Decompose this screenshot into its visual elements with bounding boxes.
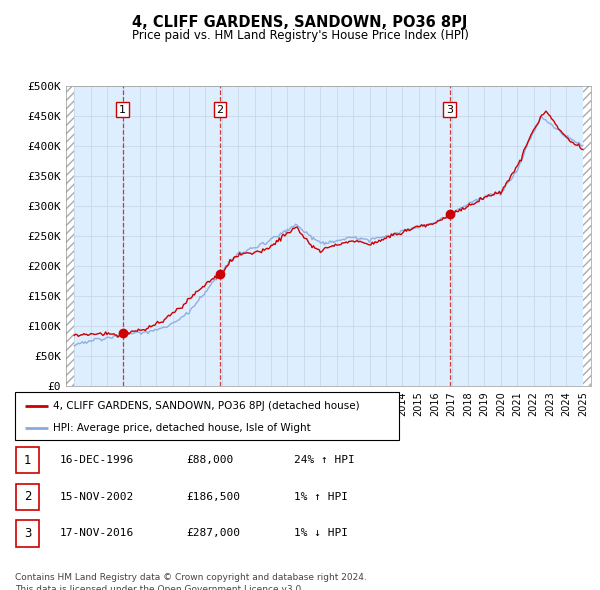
Bar — [66, 86, 74, 386]
Text: 2: 2 — [24, 490, 31, 503]
Text: 4, CLIFF GARDENS, SANDOWN, PO36 8PJ: 4, CLIFF GARDENS, SANDOWN, PO36 8PJ — [133, 15, 467, 30]
Text: £88,000: £88,000 — [186, 455, 233, 465]
FancyBboxPatch shape — [16, 447, 39, 473]
Bar — [583, 86, 591, 386]
Text: 3: 3 — [24, 527, 31, 540]
Text: Price paid vs. HM Land Registry's House Price Index (HPI): Price paid vs. HM Land Registry's House … — [131, 30, 469, 42]
Text: 3: 3 — [446, 104, 453, 114]
Text: 1% ↓ HPI: 1% ↓ HPI — [294, 529, 348, 538]
Text: £186,500: £186,500 — [186, 492, 240, 502]
Text: Contains HM Land Registry data © Crown copyright and database right 2024.
This d: Contains HM Land Registry data © Crown c… — [15, 573, 367, 590]
Text: 16-DEC-1996: 16-DEC-1996 — [60, 455, 134, 465]
FancyBboxPatch shape — [16, 520, 39, 546]
Text: 1: 1 — [24, 454, 31, 467]
Text: HPI: Average price, detached house, Isle of Wight: HPI: Average price, detached house, Isle… — [53, 423, 311, 432]
Text: 24% ↑ HPI: 24% ↑ HPI — [294, 455, 355, 465]
Text: 4, CLIFF GARDENS, SANDOWN, PO36 8PJ (detached house): 4, CLIFF GARDENS, SANDOWN, PO36 8PJ (det… — [53, 401, 360, 411]
Text: 15-NOV-2002: 15-NOV-2002 — [60, 492, 134, 502]
FancyBboxPatch shape — [16, 484, 39, 510]
Text: £287,000: £287,000 — [186, 529, 240, 538]
FancyBboxPatch shape — [15, 392, 399, 440]
Text: 1% ↑ HPI: 1% ↑ HPI — [294, 492, 348, 502]
Text: 17-NOV-2016: 17-NOV-2016 — [60, 529, 134, 538]
Text: 1: 1 — [119, 104, 126, 114]
Text: 2: 2 — [217, 104, 223, 114]
